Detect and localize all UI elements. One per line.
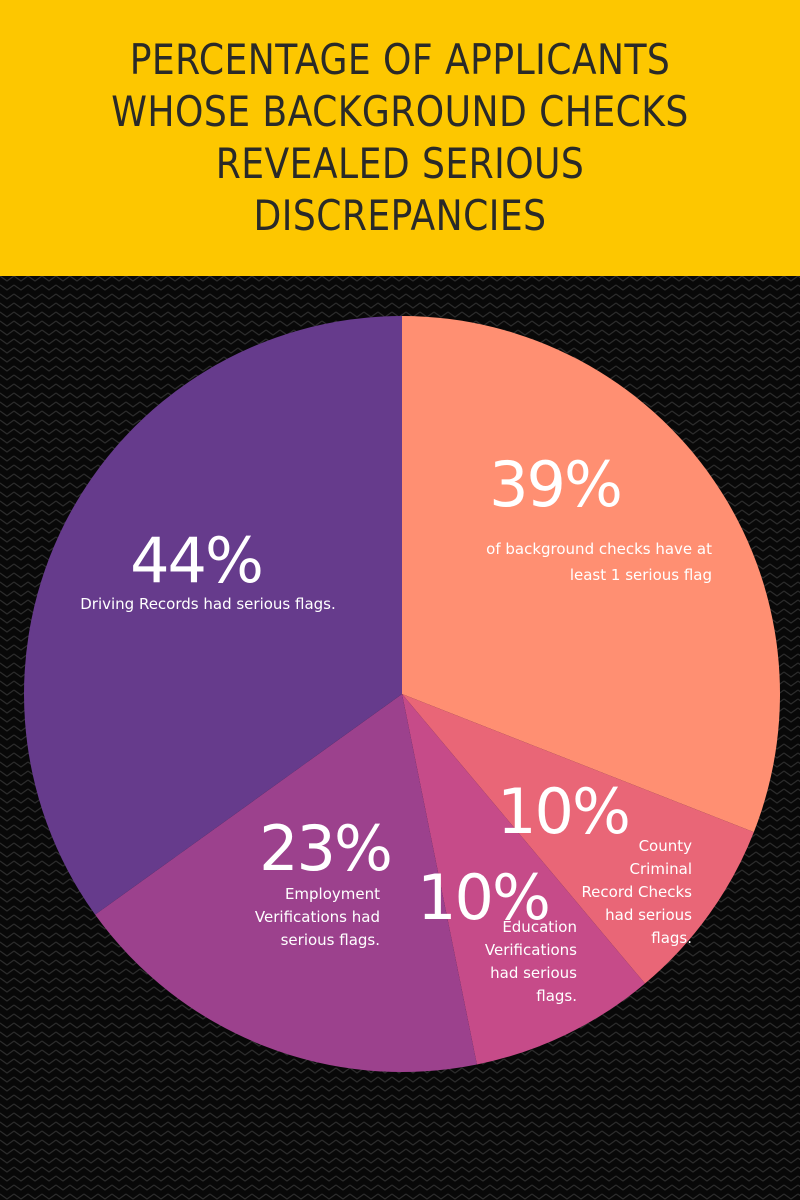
slice-1-percent: 39% <box>489 448 621 521</box>
slice-2-caption-line: flags. <box>651 929 692 947</box>
pie-slice-4 <box>95 694 477 1073</box>
pie-labels: 39% of background checks have at least 1 s… <box>80 448 712 1005</box>
slice-5-percent: 44% <box>130 524 262 597</box>
slice-3-caption-line: flags. <box>536 987 577 1005</box>
pie-slice-2 <box>402 694 754 984</box>
pie-slice-1 <box>402 316 781 833</box>
slice-4-caption-line: serious flags. <box>281 931 380 949</box>
slice-3-caption-line: Verifications <box>485 941 577 959</box>
slice-2-percent: 10% <box>497 775 629 848</box>
chart-area: 39% of background checks have at least 1 s… <box>0 276 800 1200</box>
slice-3-percent: 10% <box>417 861 549 934</box>
slice-2-caption-line: Record Checks <box>581 883 692 901</box>
slice-2-caption-line: Criminal <box>630 860 692 878</box>
slice-4-percent: 23% <box>259 812 391 885</box>
slice-1-caption-line: of background checks have at <box>486 540 712 558</box>
pie-chart: 39% of background checks have at least 1 s… <box>0 276 800 1200</box>
pie-slice-3 <box>402 694 645 1065</box>
slice-3-caption-line: Education <box>502 918 577 936</box>
pie-slices <box>23 316 781 1073</box>
pie-slice-5 <box>23 316 402 915</box>
slice-2-caption-line: County <box>639 837 693 855</box>
slice-4-caption-line: Verifications had <box>255 908 380 926</box>
slice-2-caption-line: had serious <box>605 906 692 924</box>
slice-5-caption-line: Driving Records had serious flags. <box>80 595 336 613</box>
title-banner: PERCENTAGE OF APPLICANTS WHOSE BACKGROUN… <box>0 0 800 276</box>
slice-1-caption-line: least 1 serious flag <box>570 566 712 584</box>
slice-3-caption-line: had serious <box>490 964 577 982</box>
slice-4-caption-line: Employment <box>285 885 380 903</box>
chart-title: PERCENTAGE OF APPLICANTS WHOSE BACKGROUN… <box>111 35 689 240</box>
